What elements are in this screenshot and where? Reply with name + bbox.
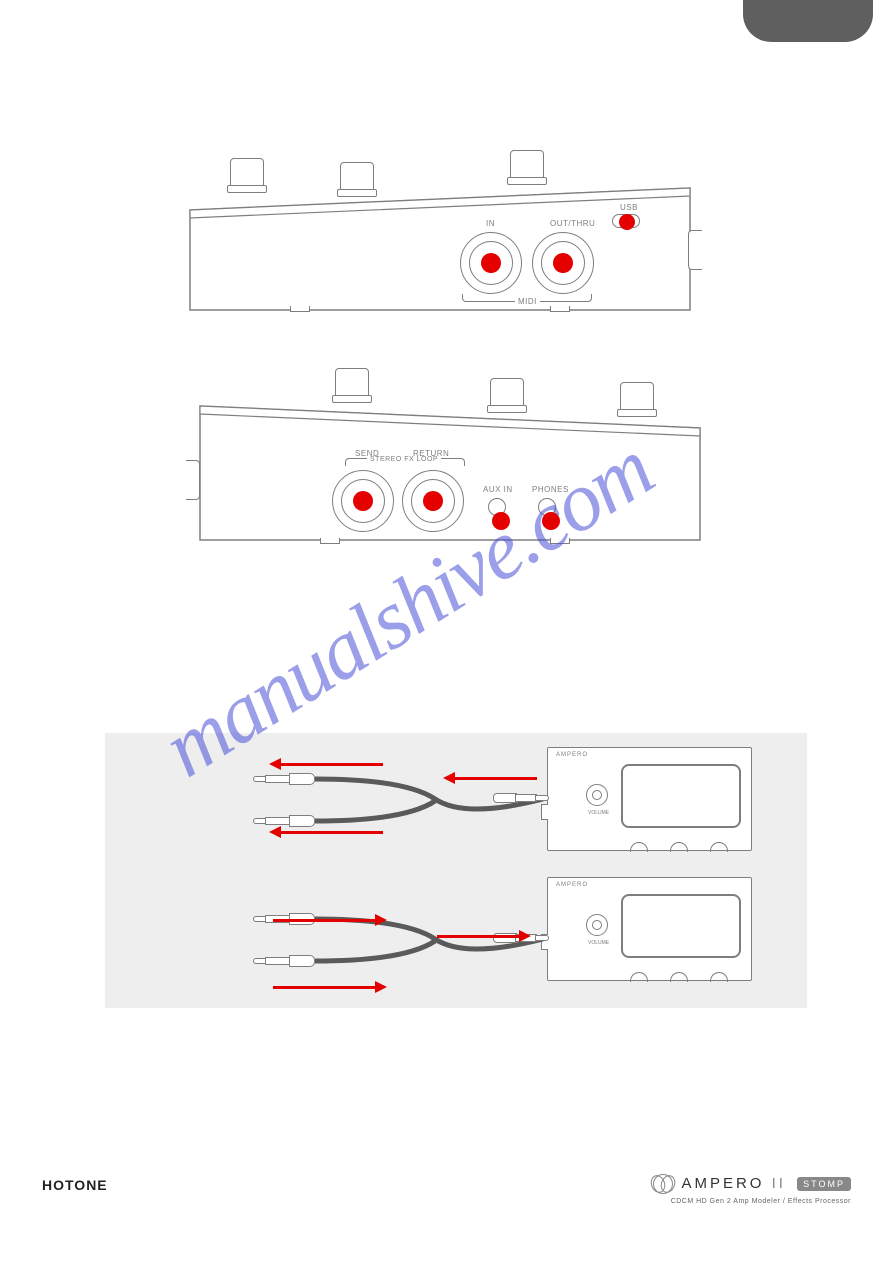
mini-bk3 [710,842,728,852]
mini-bk2b [670,972,688,982]
mini-device-top: AMPERO VOLUME [547,747,752,851]
mini-title-bot: AMPERO [556,882,588,888]
mini-device-bottom: AMPERO VOLUME [547,877,752,981]
label-usb: USB [620,203,638,212]
footer-brand-right: AMPERO II STOMP CDCM HD Gen 2 Amp Modele… [651,1172,851,1205]
knob-b3 [620,382,654,412]
jack-midi-out [532,232,594,294]
brand-text: AMPERO [681,1175,764,1192]
mini-bk1 [630,842,648,852]
footer-brand-left: HOTONE [42,1177,108,1193]
brand-suffix: II [772,1175,786,1192]
mini-volume-knob-bot [586,914,608,936]
jack-send [332,470,394,532]
aux-dot [492,512,510,530]
knob-1 [230,158,264,188]
knob-2 [340,162,374,192]
mini-vol-label-top: VOLUME [588,810,609,816]
mini-title-top: AMPERO [556,752,588,758]
foot-right [550,306,570,312]
arrow-top-1 [273,763,383,766]
arrow-bot-1 [273,919,383,922]
arrow-bot-3 [437,935,527,938]
usb-dot [619,214,635,230]
mini-bk3b [710,972,728,982]
label-midi: MIDI [515,297,540,306]
foot-br [550,538,570,544]
y-cable-top [245,755,555,855]
label-in: IN [486,219,495,228]
jack-midi-in [460,232,522,294]
phones-dot [542,512,560,530]
mini-bk1b [630,972,648,982]
footer-sub: CDCM HD Gen 2 Amp Modeler / Effects Proc… [651,1198,851,1205]
side-port-right [688,230,702,270]
diagram-area: IN OUT/THRU MIDI USB SEND RETURN STEREO … [180,140,710,580]
knob-b1 [335,368,369,398]
cable-diagram-box: AMPERO VOLUME AMPERO VOLUME [105,733,807,1008]
label-out: OUT/THRU [550,219,595,228]
brand-badge: STOMP [797,1177,851,1191]
label-phones: PHONES [532,485,569,494]
mini-screen-top [621,764,741,828]
plug-top-single [493,793,551,803]
foot-left [290,306,310,312]
label-aux: AUX IN [483,485,513,494]
shell-icon [651,1172,675,1196]
plug-top-upper [253,773,315,785]
page-tab [743,0,873,42]
jack-return [402,470,464,532]
device-right-side-view: IN OUT/THRU MIDI USB [180,140,700,350]
mini-screen-bot [621,894,741,958]
arrow-bot-2 [273,986,383,989]
usb-port [612,214,640,228]
arrow-top-3 [447,777,537,780]
plug-bot-lower [253,955,315,967]
knob-3 [510,150,544,180]
device-left-side-view: SEND RETURN STEREO FX LOOP AUX IN PHONES [180,360,700,570]
mini-volume-knob-top [586,784,608,806]
mini-vol-label-bot: VOLUME [588,940,609,946]
side-port-left [186,460,200,500]
knob-b2 [490,378,524,408]
mini-bk2 [670,842,688,852]
arrow-top-2 [273,831,383,834]
label-fxloop: STEREO FX LOOP [367,456,441,463]
foot-bl [320,538,340,544]
